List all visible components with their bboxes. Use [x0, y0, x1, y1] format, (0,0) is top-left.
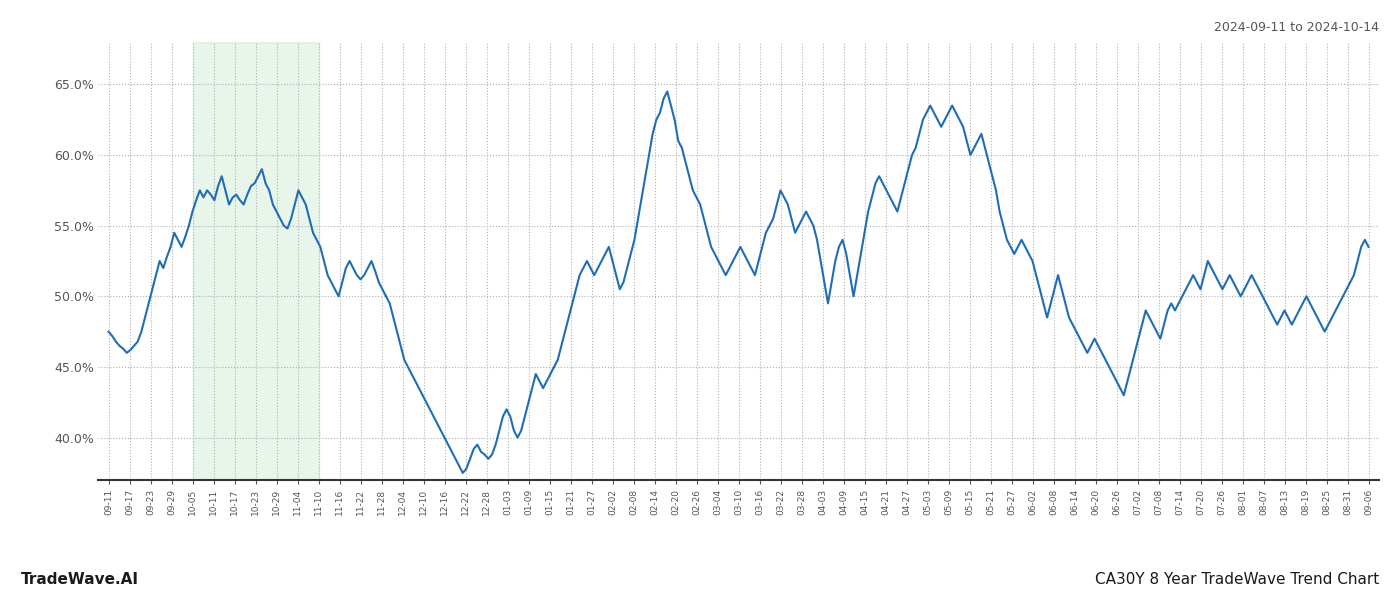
Bar — [193, 42, 319, 480]
Text: CA30Y 8 Year TradeWave Trend Chart: CA30Y 8 Year TradeWave Trend Chart — [1095, 572, 1379, 587]
Text: TradeWave.AI: TradeWave.AI — [21, 572, 139, 587]
Text: 2024-09-11 to 2024-10-14: 2024-09-11 to 2024-10-14 — [1214, 21, 1379, 34]
